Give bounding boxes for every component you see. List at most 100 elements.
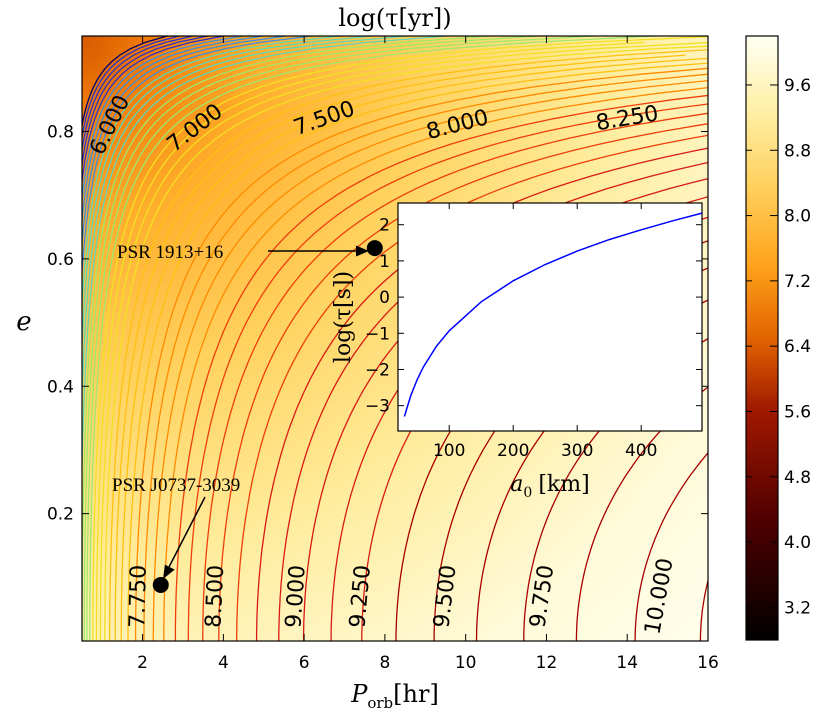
main-x-tick-label: 16 bbox=[697, 653, 719, 673]
contour-line bbox=[99, 41, 708, 641]
inset-x-tick-label: 300 bbox=[561, 441, 593, 461]
colorbar-tick-label: 5.6 bbox=[784, 402, 811, 422]
contour-line bbox=[82, 36, 491, 641]
psr-j0737-arrow-head bbox=[163, 564, 175, 579]
main-y-tick-label: 0.4 bbox=[47, 377, 74, 397]
main-x-tick-label: 4 bbox=[218, 653, 229, 673]
contour-line bbox=[187, 103, 708, 641]
contour-label: 7.750 bbox=[125, 565, 151, 629]
contour-line bbox=[127, 62, 708, 641]
contour-line bbox=[134, 67, 708, 641]
contour-line bbox=[114, 54, 686, 641]
main-x-label: Porb[hr] bbox=[350, 680, 439, 712]
main-x-tick-label: 6 bbox=[299, 653, 310, 673]
contour-line bbox=[82, 36, 287, 252]
inset-y-tick-label: −3 bbox=[365, 397, 390, 417]
contour-line bbox=[92, 36, 708, 641]
contour-line bbox=[218, 123, 708, 641]
colorbar-tick-label: 7.2 bbox=[784, 272, 811, 292]
inset-x-label-unit: [km] bbox=[538, 472, 589, 497]
contour-line bbox=[83, 36, 540, 641]
colorbar-tick-label: 6.4 bbox=[784, 337, 811, 357]
inset-series-line bbox=[403, 212, 703, 417]
contour-line bbox=[82, 36, 243, 205]
inset-x-label: a0 [km] bbox=[510, 472, 589, 501]
inset-y-tick-label: −1 bbox=[365, 324, 390, 344]
main-y-label: e bbox=[16, 307, 31, 337]
contour-line bbox=[202, 112, 708, 641]
contour-line bbox=[104, 45, 708, 641]
colorbar: 3.2 4.0 4.8 5.6 6.4 7.2 8.0 8.8 9.6 bbox=[745, 35, 811, 641]
main-y-tick-label: 0.6 bbox=[47, 250, 74, 270]
psr-j0737-arrow-shaft bbox=[167, 496, 206, 570]
psr-j0737-label: PSR J0737-3039 bbox=[112, 475, 240, 496]
inset-y-tick-label: −2 bbox=[365, 360, 390, 380]
contour-line bbox=[699, 578, 708, 641]
inset-x-tick-label: 400 bbox=[625, 441, 657, 461]
main-x-ticks: 2 4 6 8 10 12 14 16 bbox=[137, 36, 719, 673]
main-plot-frame bbox=[81, 35, 709, 642]
inset-y-tick-label: 2 bbox=[379, 216, 390, 236]
psr-1913-annotation: PSR 1913+16 bbox=[117, 240, 383, 263]
main-x-tick-label: 8 bbox=[379, 653, 390, 673]
colorbar-tick-label: 3.2 bbox=[784, 598, 811, 618]
colorbar-tick-label: 4.0 bbox=[784, 533, 811, 553]
contour-line bbox=[120, 57, 708, 641]
psr-j0737-marker bbox=[152, 576, 169, 593]
contour-line bbox=[109, 49, 708, 641]
contour-line bbox=[82, 36, 168, 129]
psr-1913-arrow-head bbox=[356, 245, 369, 257]
contour-label: 8.500 bbox=[201, 564, 229, 628]
contour-line bbox=[82, 36, 180, 141]
psr-1913-marker bbox=[366, 240, 383, 257]
contour-line bbox=[82, 36, 193, 154]
contour-line bbox=[95, 41, 645, 641]
contour-line bbox=[82, 36, 264, 227]
contour-line bbox=[163, 86, 708, 641]
contour-line bbox=[575, 386, 708, 641]
psr-1913-label: PSR 1913+16 bbox=[117, 242, 223, 263]
colorbar-tick-label: 9.6 bbox=[784, 76, 811, 96]
inset-x-label-sub: 0 bbox=[523, 485, 532, 501]
contour-line bbox=[89, 36, 655, 641]
main-y-tick-label: 0.2 bbox=[47, 505, 74, 525]
contour-line bbox=[82, 36, 447, 492]
contour-line bbox=[82, 36, 225, 187]
inset-x-ticks: 100 200 300 400 bbox=[433, 203, 657, 461]
pulsar-annotations: PSR 1913+16 PSR J0737-3039 bbox=[112, 240, 383, 593]
inset-x-tick-label: 200 bbox=[497, 441, 529, 461]
main-x-label-sub: orb bbox=[367, 694, 393, 712]
colorbar-tick-label: 8.8 bbox=[784, 141, 811, 161]
colorbar-ticks: 3.2 4.0 4.8 5.6 6.4 7.2 8.0 8.8 9.6 bbox=[746, 76, 811, 618]
inset-y-label: log(τ[s]) bbox=[331, 271, 356, 363]
main-x-tick-label: 2 bbox=[137, 653, 148, 673]
main-x-label-unit: [hr] bbox=[393, 680, 439, 708]
colorbar-gradient bbox=[745, 35, 779, 641]
main-x-tick-label: 12 bbox=[536, 653, 558, 673]
main-y-tick-label: 0.8 bbox=[47, 123, 74, 143]
contour-line bbox=[82, 36, 408, 411]
main-title: log(τ[yr]) bbox=[338, 4, 451, 32]
contour-line bbox=[82, 36, 208, 169]
main-x-tick-label: 14 bbox=[616, 653, 638, 673]
main-y-ticks: 0.2 0.4 0.6 0.8 bbox=[47, 123, 708, 525]
contour-line bbox=[634, 451, 708, 641]
inset-y-ticks: −3 −2 −1 0 1 2 bbox=[365, 216, 702, 417]
inset-y-tick-label: 1 bbox=[379, 252, 390, 272]
contour-line bbox=[152, 79, 708, 641]
contour-line bbox=[82, 36, 312, 281]
colorbar-tick-label: 4.8 bbox=[784, 468, 811, 488]
contour-line bbox=[82, 36, 341, 316]
inset-x-tick-label: 100 bbox=[433, 441, 465, 461]
colorbar-tick-label: 8.0 bbox=[784, 207, 811, 227]
psr-j0737-annotation: PSR J0737-3039 bbox=[112, 475, 240, 593]
contour-line bbox=[143, 73, 708, 641]
inset-y-tick-label: 0 bbox=[379, 288, 390, 308]
inset-plot-background bbox=[397, 202, 703, 432]
inset-x-label-base: a bbox=[510, 472, 523, 497]
contour-label: 9.250 bbox=[345, 564, 375, 629]
contour-line bbox=[86, 36, 594, 641]
main-x-label-base: P bbox=[350, 680, 368, 708]
